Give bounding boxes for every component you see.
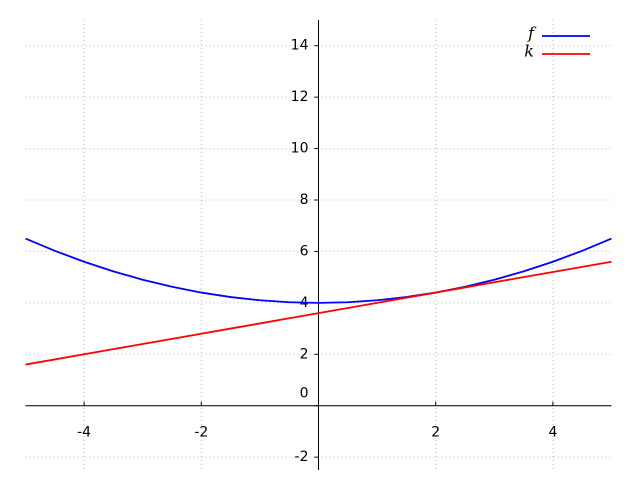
y-tick-label: 2 — [300, 346, 309, 362]
x-tick-label: -4 — [77, 425, 91, 441]
y-tick-label: 6 — [300, 243, 309, 259]
y-tick-label: -2 — [295, 449, 309, 465]
y-tick-label: 12 — [291, 89, 309, 105]
y-tick-label: 0 — [300, 386, 309, 402]
x-tick-label: -2 — [194, 425, 208, 441]
line-series — [25, 260, 612, 366]
line-series — [25, 237, 612, 304]
y-tick-label: 10 — [291, 141, 309, 157]
x-tick-label: 4 — [548, 425, 557, 441]
y-tick-label: 8 — [300, 192, 309, 208]
legend-label: k — [524, 42, 534, 61]
legend-label: f — [527, 24, 537, 43]
y-tick-label: 14 — [291, 38, 309, 54]
x-tick-label: 2 — [431, 425, 440, 441]
